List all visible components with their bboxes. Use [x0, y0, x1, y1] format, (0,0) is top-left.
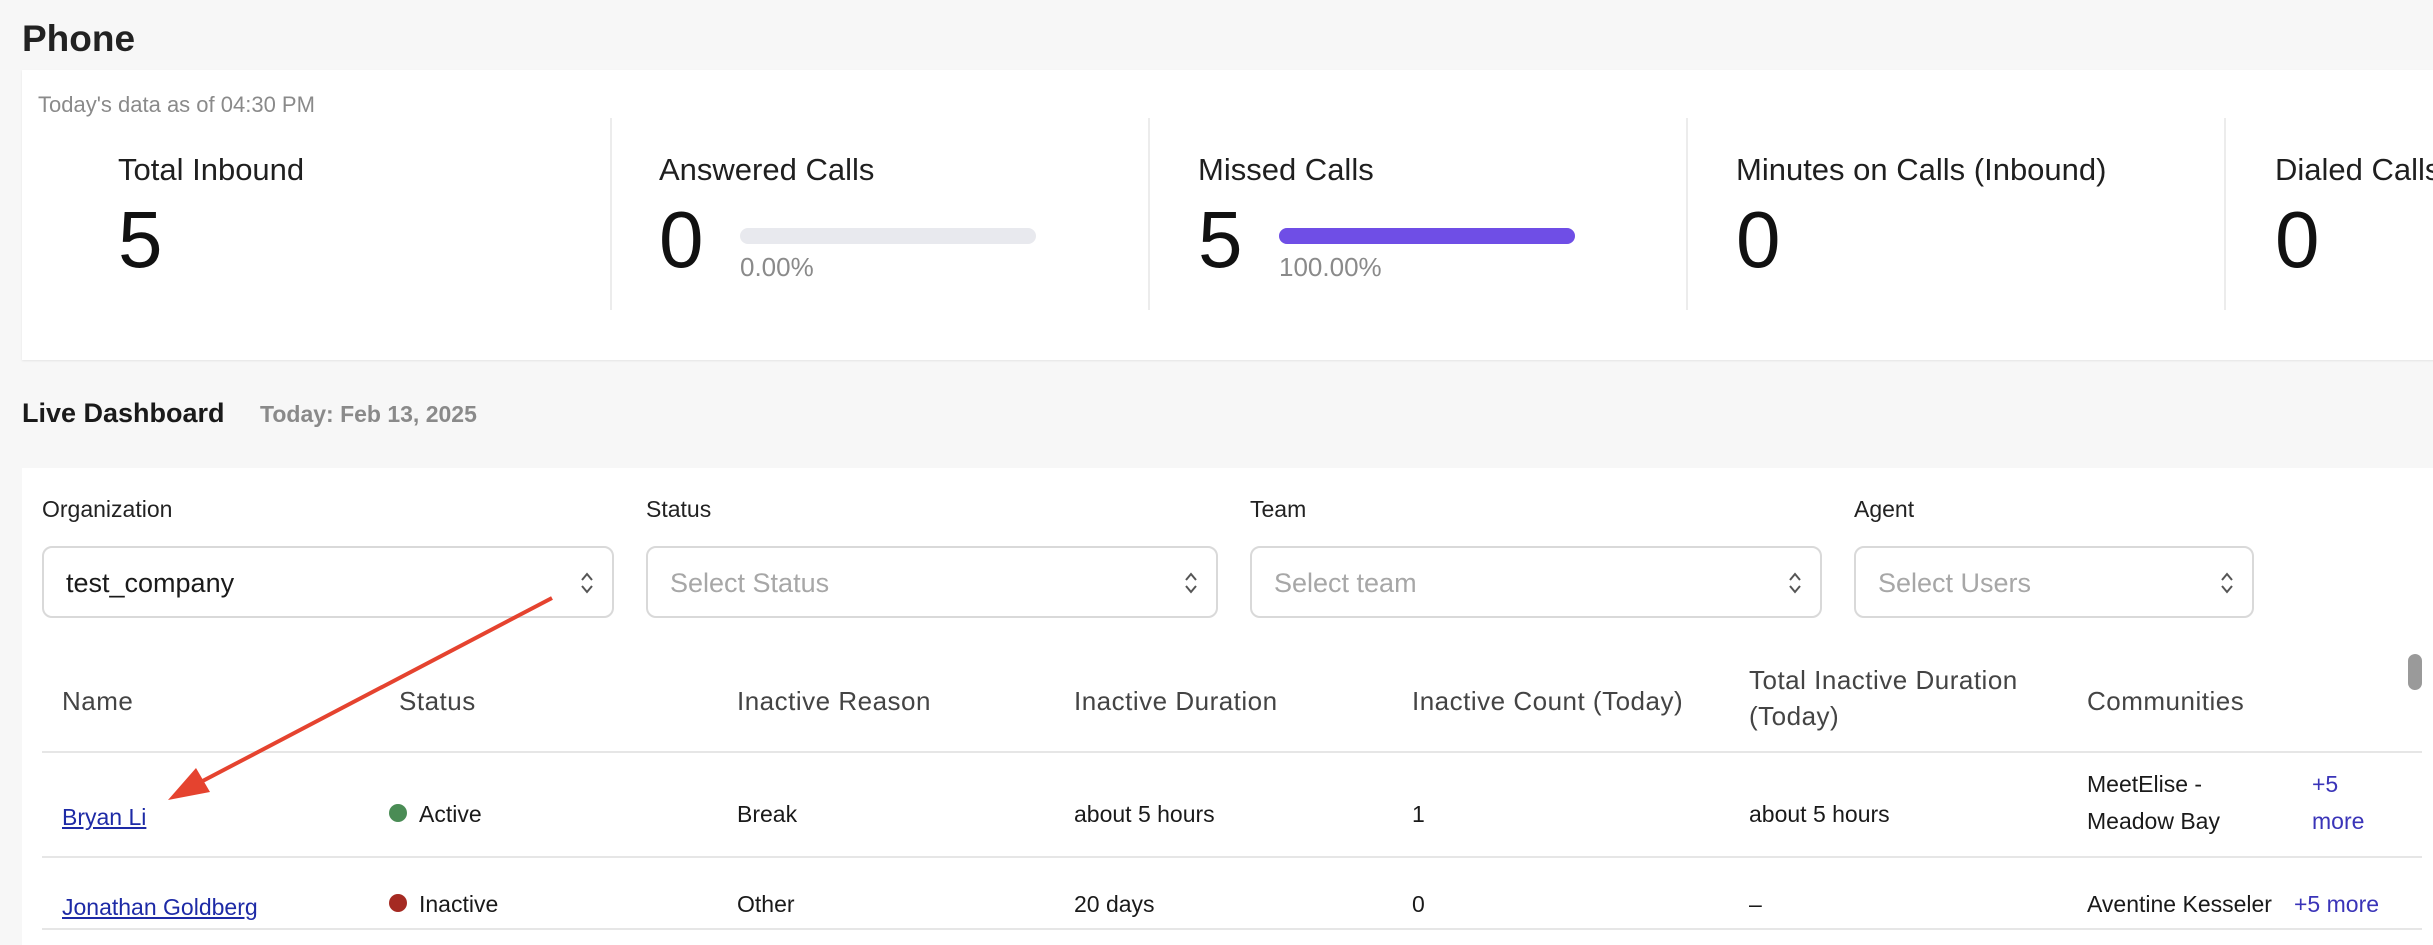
more-communities-link[interactable]: more	[2312, 808, 2365, 834]
stat-label-answered-calls: Answered Calls	[659, 152, 875, 187]
community-name: MeetElise -	[2087, 771, 2203, 797]
organization-select[interactable]: test_company	[42, 546, 614, 618]
inactive-count: 1	[1412, 801, 1425, 827]
stat-divider	[610, 118, 612, 310]
data-timestamp: Today's data as of 04:30 PM	[38, 92, 315, 117]
missed-percent: 100.00%	[1279, 252, 1382, 282]
chevron-up-down-icon	[1185, 572, 1197, 594]
stat-value-missed-calls: 5	[1198, 195, 1243, 284]
header-divider	[42, 751, 2422, 753]
column-header-inactive-reason[interactable]: Inactive Reason	[737, 686, 931, 716]
missed-progress-fill	[1279, 228, 1575, 244]
inactive-count: 0	[1412, 891, 1425, 917]
column-header-inactive-duration[interactable]: Inactive Duration	[1074, 686, 1278, 716]
status-dot-icon	[389, 804, 407, 822]
community-name: Meadow Bay	[2087, 808, 2220, 834]
live-dashboard-date: Today: Feb 13, 2025	[260, 401, 477, 427]
more-communities-link[interactable]: +5 more	[2294, 891, 2380, 917]
inactive-duration: about 5 hours	[1074, 801, 1215, 827]
agent-name-link[interactable]: Jonathan Goldberg	[62, 894, 258, 920]
stat-value-dialed-calls: 0	[2275, 195, 2320, 284]
chevron-up-down-icon	[581, 572, 593, 594]
stat-value-total-inbound: 5	[118, 195, 163, 284]
stat-label-missed-calls: Missed Calls	[1198, 152, 1374, 187]
agent-name-link[interactable]: Bryan Li	[62, 804, 147, 830]
live-dashboard-title: Live Dashboard	[22, 398, 225, 428]
agent-select[interactable]: Select Users	[1854, 546, 2254, 618]
agent-select-placeholder: Select Users	[1878, 568, 2032, 598]
column-header-communities[interactable]: Communities	[2087, 686, 2245, 716]
row-divider	[42, 928, 2422, 930]
community-name: Aventine Kesseler	[2087, 891, 2272, 917]
total-inactive-duration: about 5 hours	[1749, 801, 1890, 827]
column-header-total-inactive-duration[interactable]: Total Inactive Duration (Today)	[1749, 665, 2018, 731]
missed-progress-bar	[1279, 228, 1575, 244]
team-filter-label: Team	[1250, 496, 1307, 522]
stat-divider	[2224, 118, 2226, 310]
total-inactive-duration: –	[1749, 891, 1762, 917]
status-text: Active	[419, 801, 482, 827]
answered-percent: 0.00%	[740, 252, 814, 282]
stats-card: Today's data as of 04:30 PM Total Inboun…	[22, 70, 2433, 360]
stat-label-minutes-on-calls: Minutes on Calls (Inbound)	[1736, 152, 2107, 187]
page-title: Phone	[22, 18, 136, 59]
column-header-inactive-count[interactable]: Inactive Count (Today)	[1412, 686, 1684, 716]
chevron-up-down-icon	[2221, 572, 2233, 594]
scrollbar-thumb[interactable]	[2408, 654, 2422, 690]
chevron-up-down-icon	[1789, 572, 1801, 594]
team-select-placeholder: Select team	[1274, 568, 1417, 598]
inactive-duration: 20 days	[1074, 891, 1155, 917]
answered-progress-bar	[740, 228, 1036, 244]
organization-select-value: test_company	[66, 568, 235, 598]
stat-label-dialed-calls: Dialed Calls	[2275, 152, 2433, 187]
more-communities-link[interactable]: +5	[2312, 771, 2339, 797]
status-select[interactable]: Select Status	[646, 546, 1218, 618]
stat-divider	[1148, 118, 1150, 310]
live-dashboard-card: Organization Status Team Agent test_comp…	[22, 468, 2433, 945]
organization-filter-label: Organization	[42, 496, 173, 522]
inactive-reason: Break	[737, 801, 798, 827]
team-select[interactable]: Select team	[1250, 546, 1822, 618]
status-select-placeholder: Select Status	[670, 568, 830, 598]
stat-label-total-inbound: Total Inbound	[118, 152, 305, 187]
stat-divider	[1686, 118, 1688, 310]
row-divider	[42, 856, 2422, 858]
inactive-reason: Other	[737, 891, 795, 917]
agent-filter-label: Agent	[1854, 496, 1915, 522]
stat-value-answered-calls: 0	[659, 195, 704, 284]
status-filter-label: Status	[646, 496, 712, 522]
status-dot-icon	[389, 894, 407, 912]
column-header-status[interactable]: Status	[399, 686, 476, 716]
stat-value-minutes-on-calls: 0	[1736, 195, 1781, 284]
column-header-name[interactable]: Name	[62, 686, 134, 716]
status-text: Inactive	[419, 891, 499, 917]
